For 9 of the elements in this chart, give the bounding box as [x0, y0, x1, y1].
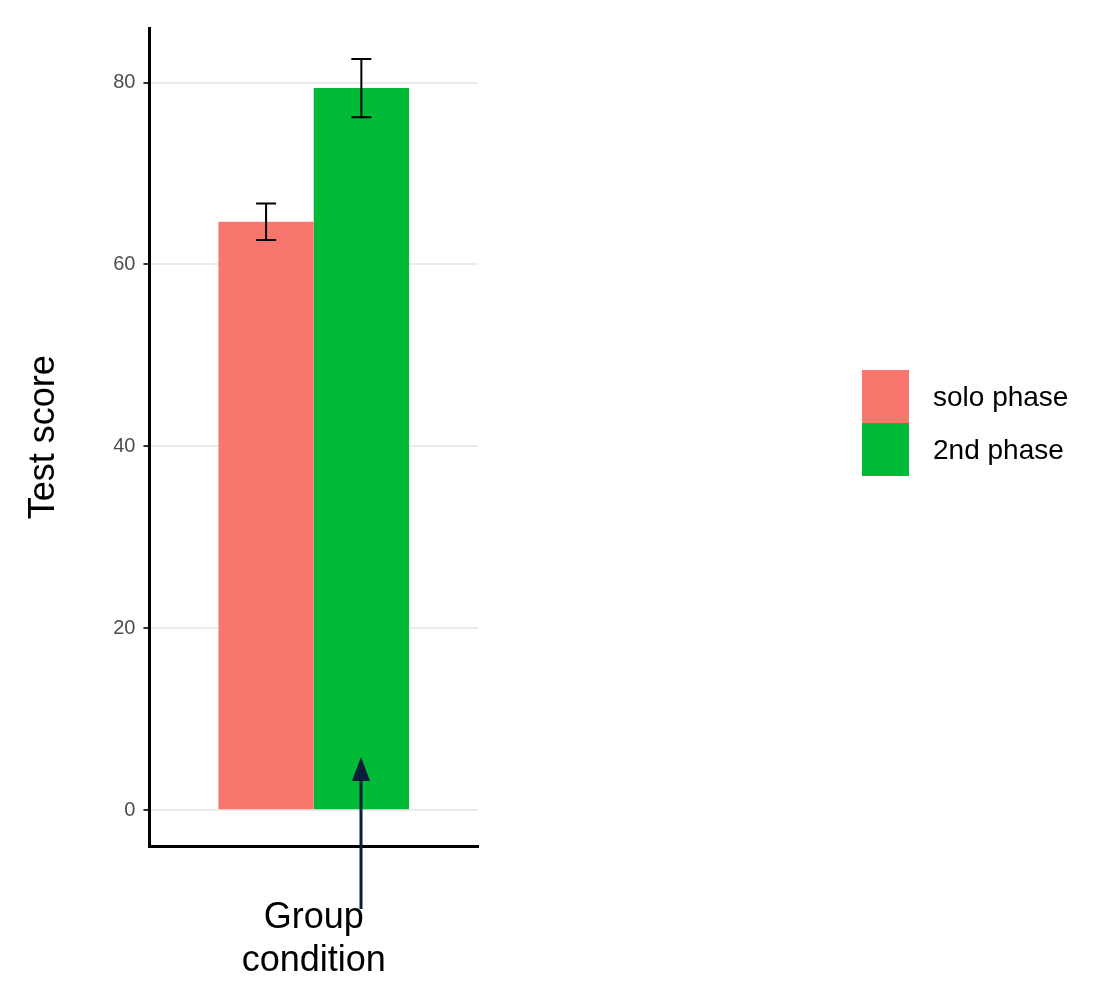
x-axis-title: Group condition: [241, 895, 386, 980]
y-tick-label: 20: [113, 615, 136, 638]
y-tick-label: 40: [113, 433, 136, 456]
y-axis-title: Test score: [20, 355, 62, 520]
y-tick-label: 0: [124, 797, 136, 820]
legend-label: solo phase: [933, 380, 1069, 413]
y-tick-label: 80: [113, 70, 136, 93]
legend-label: 2nd phase: [933, 433, 1064, 466]
y-tick-label: 60: [113, 252, 136, 274]
